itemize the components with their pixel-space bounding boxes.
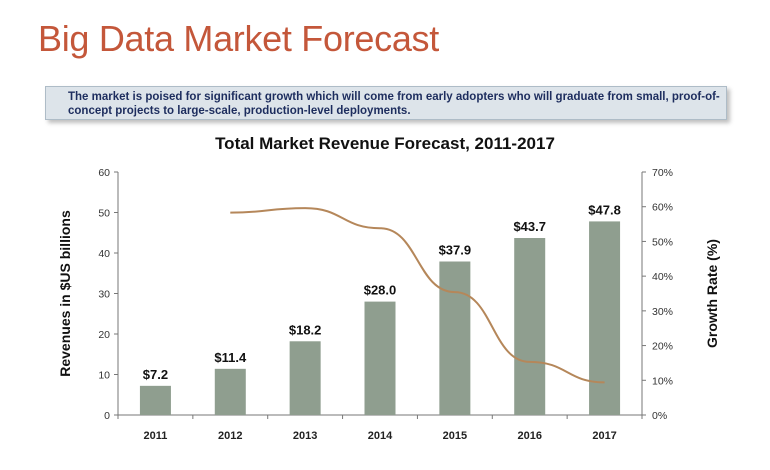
data-label: $37.9 — [439, 243, 472, 258]
slide-title: Big Data Market Forecast — [38, 18, 439, 59]
x-tick-label: 2014 — [368, 430, 393, 442]
y-axis-title: Revenues in $US billions — [57, 210, 73, 377]
callout-box: The market is poised for significant gro… — [45, 86, 727, 120]
chart-title: Total Market Revenue Forecast, 2011-2017 — [215, 134, 555, 153]
y2-tick-label: 20% — [652, 341, 673, 353]
y2-tick-label: 50% — [652, 236, 673, 248]
x-tick-label: 2016 — [517, 430, 541, 442]
data-label: $11.4 — [214, 350, 247, 365]
callout-text: The market is poised for significant gro… — [68, 91, 720, 117]
x-tick-label: 2015 — [443, 430, 467, 442]
growth-rate-line — [230, 207, 605, 384]
y-tick-label: 20 — [98, 329, 110, 341]
x-tick-label: 2012 — [218, 430, 242, 442]
bar — [139, 385, 171, 415]
y-tick-label: 40 — [98, 248, 110, 260]
data-label: $7.2 — [143, 367, 168, 382]
growth-line-series — [230, 207, 605, 384]
x-tick-label: 2013 — [293, 430, 317, 442]
y-tick-label: 50 — [98, 208, 110, 220]
y2-tick-label: 10% — [652, 375, 673, 387]
data-label: $18.2 — [289, 322, 322, 337]
y-tick-label: 0 — [104, 410, 110, 422]
data-label: $47.8 — [588, 202, 621, 217]
bar — [589, 221, 621, 415]
y2-tick-label: 0% — [652, 410, 667, 422]
x-tick-label: 2011 — [143, 430, 167, 442]
bar — [439, 261, 471, 415]
y-tick-label: 10 — [98, 370, 110, 382]
bar — [514, 238, 546, 415]
bar — [214, 368, 246, 415]
data-labels: $7.2 $11.4 $18.2 $28.0 $37.9 $43.7 $47.8 — [143, 202, 621, 381]
bar — [364, 301, 396, 415]
y-tick-label: 60 — [98, 167, 110, 179]
chart-axes: 0 10 20 30 40 50 60 0% 10% 20% 30% 40% 50% 60% 70% 2011… — [98, 167, 673, 442]
y2-tick-label: 70% — [652, 167, 673, 179]
y2-tick-label: 40% — [652, 271, 673, 283]
data-label: $28.0 — [364, 283, 397, 298]
y2-tick-label: 60% — [652, 202, 673, 214]
y2-tick-label: 30% — [652, 306, 673, 318]
bar-series — [139, 221, 621, 415]
bar — [289, 341, 321, 415]
data-label: $43.7 — [513, 219, 546, 234]
y2-axis-title: Growth Rate (%) — [704, 239, 720, 348]
x-tick-label: 2017 — [592, 430, 616, 442]
y-tick-label: 30 — [98, 289, 110, 301]
